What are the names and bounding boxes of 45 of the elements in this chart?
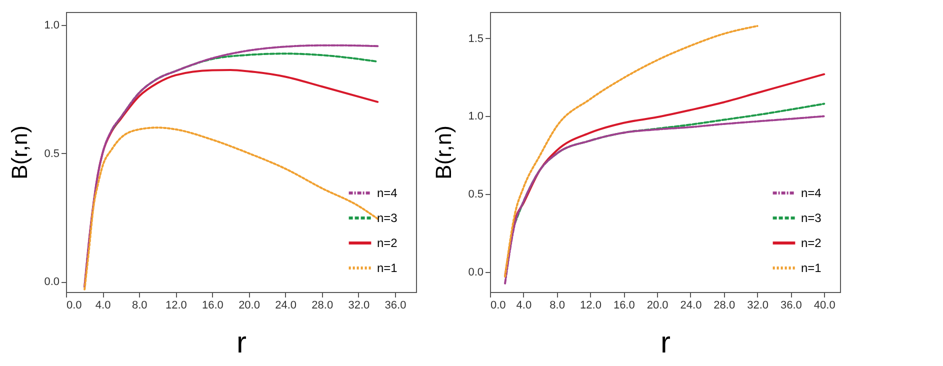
legend-label: n=4 (377, 186, 398, 200)
x-axis-title: r (660, 326, 670, 360)
x-tick-label: 12.0 (580, 300, 602, 312)
legend-label: n=1 (377, 261, 398, 275)
x-tick-label: 8.0 (550, 300, 565, 312)
legend-label: n=2 (377, 236, 398, 250)
legend-label: n=3 (377, 211, 398, 225)
x-tick-label: 24.0 (680, 300, 702, 312)
x-tick-label: 16.0 (202, 300, 224, 312)
x-tick-label: 0.0 (66, 300, 82, 312)
x-tick-label: 12.0 (165, 300, 187, 312)
line-series (514, 102, 826, 224)
x-tick-label: 24.0 (275, 300, 297, 312)
legend-label: n=1 (801, 261, 822, 275)
line-series (504, 115, 826, 284)
x-tick-label: 20.0 (646, 300, 668, 312)
x-tick-label: 28.0 (714, 300, 736, 312)
y-tick-label: 0.5 (44, 148, 60, 160)
y-tick-label: 0.5 (468, 188, 484, 200)
x-tick-label: 36.0 (780, 300, 802, 312)
legend-label: n=3 (801, 211, 822, 225)
y-tick-label: 1.5 (468, 32, 484, 45)
x-tick-label: 36.0 (384, 300, 406, 312)
x-tick-label: 40.0 (814, 300, 836, 312)
x-tick-label: 0.0 (490, 300, 506, 312)
y-tick-label: 0.0 (44, 276, 60, 288)
x-tick-label: 20.0 (238, 300, 260, 312)
legend-label: n=2 (801, 236, 822, 250)
y-axis-title: B(r,n) (7, 126, 32, 180)
x-tick-label: 4.0 (516, 300, 532, 312)
y-tick-label: 0.0 (468, 266, 484, 278)
x-tick-label: 32.0 (747, 300, 769, 312)
y-axis-title: B(r,n) (431, 126, 456, 180)
x-tick-label: 32.0 (348, 300, 370, 312)
x-tick-label: 8.0 (132, 300, 148, 312)
x-tick-label: 28.0 (312, 300, 334, 312)
x-tick-label: 4.0 (95, 300, 111, 312)
legend-label: n=4 (801, 186, 822, 200)
x-axis-title: r (236, 326, 246, 360)
line-series (84, 126, 379, 290)
x-tick-label: 16.0 (613, 300, 635, 312)
line-series (110, 52, 379, 132)
y-tick-label: 1.0 (44, 19, 60, 32)
line-series (504, 25, 758, 278)
y-tick-label: 1.0 (468, 110, 484, 123)
